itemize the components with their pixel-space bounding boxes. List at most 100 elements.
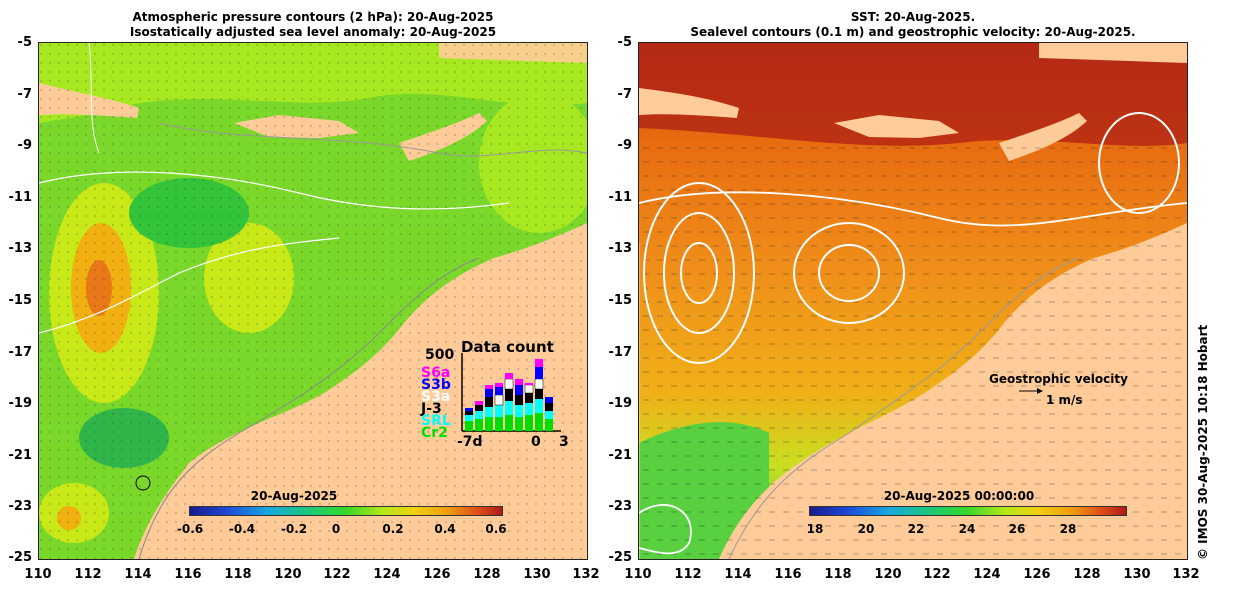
mission-legend: S6a S3b S3a J-3 SRL Cr2: [421, 365, 451, 441]
left-map: Data count 500 S6a S3b S3a J-3 SRL Cr2: [38, 42, 588, 560]
left-xtick: 128: [473, 567, 501, 582]
left-cbar-tick-1: -0.4: [228, 522, 256, 536]
contour-ring: [135, 475, 151, 491]
right-title-line2: Sealevel contours (0.1 m) and geostrophi…: [690, 25, 1136, 39]
right-cbar-tick-2: 22: [907, 522, 925, 536]
left-xtick: 124: [373, 567, 401, 582]
bathy-contour-1: [138, 257, 480, 559]
velocity-scale-arrowhead: [1037, 388, 1043, 394]
right-cbar-tick-0: 18: [806, 522, 824, 536]
right-xtick: 130: [1123, 567, 1151, 582]
data-count-x-mid: 0: [531, 434, 541, 450]
right-ytick: -25: [608, 550, 633, 565]
mission-srl: SRL: [421, 413, 451, 429]
left-ytick: -19: [8, 396, 33, 411]
right-xtick: 132: [1172, 567, 1200, 582]
data-count-title: Data count: [461, 338, 554, 356]
left-ytick: -21: [8, 448, 33, 463]
left-title: Atmospheric pressure contours (2 hPa): 2…: [38, 10, 588, 40]
land-north: [1039, 43, 1187, 63]
left-xtick: 120: [274, 567, 302, 582]
right-map: Geostrophic velocity 1 m/s 20-Aug-2025 0…: [638, 42, 1188, 560]
sealevel-contour: [639, 504, 692, 555]
bathy-contour-2: [158, 122, 587, 157]
data-count-ymax: 500: [425, 347, 455, 363]
bathy-contour: [728, 257, 1080, 559]
right-cbar-tick-1: 20: [857, 522, 875, 536]
right-ytick: -23: [608, 499, 633, 514]
right-xtick: 114: [724, 567, 752, 582]
right-title-line1: SST: 20-Aug-2025.: [850, 10, 976, 24]
pressure-contour-2: [39, 171, 510, 210]
right-cbar-tick-5: 28: [1059, 522, 1077, 536]
velocity-label: Geostrophic velocity: [989, 372, 1128, 386]
right-cbar-tick-3: 24: [958, 522, 976, 536]
sealevel-contour: [1098, 112, 1180, 214]
left-title-line2: Isostatically adjusted sea level anomaly…: [129, 25, 497, 39]
left-ytick: -23: [8, 499, 33, 514]
significance-dots: [39, 43, 587, 559]
mission-s6a: S6a: [421, 365, 451, 381]
right-ytick: -13: [608, 241, 633, 256]
left-xtick: 118: [224, 567, 252, 582]
left-xtick: 130: [523, 567, 551, 582]
right-xtick: 118: [824, 567, 852, 582]
land-java: [639, 88, 739, 118]
right-ytick: -21: [608, 448, 633, 463]
right-xtick: 120: [874, 567, 902, 582]
sealevel-contour: [639, 191, 1187, 227]
right-xtick: 110: [624, 567, 652, 582]
right-ytick: -19: [608, 396, 633, 411]
right-colorbar-title: 20-Aug-2025 00:00:00: [883, 489, 1035, 503]
left-cbar-tick-5: 0.4: [434, 522, 456, 536]
mission-j3: J-3: [421, 401, 442, 417]
sealevel-contour: [643, 182, 755, 364]
right-xtick: 126: [1023, 567, 1051, 582]
data-count-x-end: 3: [559, 434, 569, 450]
pressure-contour-3: [88, 43, 100, 154]
left-ytick: -11: [8, 190, 33, 205]
right-ytick: -7: [617, 87, 632, 102]
right-cbar-tick-4: 26: [1008, 522, 1026, 536]
left-xtick: 132: [572, 567, 600, 582]
sst-warm-north: [639, 43, 1187, 146]
left-cbar-tick-2: -0.2: [280, 522, 308, 536]
left-xtick: 116: [174, 567, 202, 582]
left-ytick: -5: [17, 35, 32, 50]
mission-cr2: Cr2: [421, 425, 448, 441]
left-ytick: -9: [17, 138, 32, 153]
left-cbar-tick-3: 0: [331, 522, 341, 536]
right-xtick: 112: [674, 567, 702, 582]
left-xtick: 122: [323, 567, 351, 582]
left-ytick: -15: [8, 293, 33, 308]
imos-credit: © IMOS 30-Aug-2025 10:18 Hobart: [1196, 324, 1210, 560]
left-xtick: 126: [423, 567, 451, 582]
right-map-canvas: [639, 43, 1187, 559]
left-cbar-tick-0: -0.6: [176, 522, 204, 536]
right-xtick: 128: [1073, 567, 1101, 582]
velocity-scale: 1 m/s: [1046, 393, 1083, 407]
left-colorbar-title: 20-Aug-2025: [250, 489, 338, 503]
left-title-line1: Atmospheric pressure contours (2 hPa): 2…: [132, 10, 494, 24]
left-xtick: 110: [24, 567, 52, 582]
left-ytick: -17: [8, 345, 33, 360]
data-count-bars: [461, 353, 561, 432]
sealevel-contour: [818, 244, 880, 302]
left-colorbar: [189, 506, 503, 516]
sealevel-contour: [663, 212, 735, 334]
left-map-canvas: [39, 43, 587, 559]
right-xtick: 124: [973, 567, 1001, 582]
pressure-contour-1: [39, 237, 340, 334]
bar-group: [465, 359, 553, 431]
right-ytick: -15: [608, 293, 633, 308]
left-ytick: -25: [8, 550, 33, 565]
sealevel-contour: [793, 222, 905, 324]
right-ytick: -17: [608, 345, 633, 360]
right-title: SST: 20-Aug-2025. Sealevel contours (0.1…: [638, 10, 1188, 40]
data-count-x-start: -7d: [457, 434, 483, 450]
left-cbar-tick-6: 0.6: [485, 522, 507, 536]
mission-s3a: S3a: [421, 389, 451, 405]
right-xtick: 122: [923, 567, 951, 582]
right-ytick: -9: [617, 138, 632, 153]
data-count-inset: Data count 500 S6a S3b S3a J-3 SRL Cr2: [419, 338, 569, 453]
